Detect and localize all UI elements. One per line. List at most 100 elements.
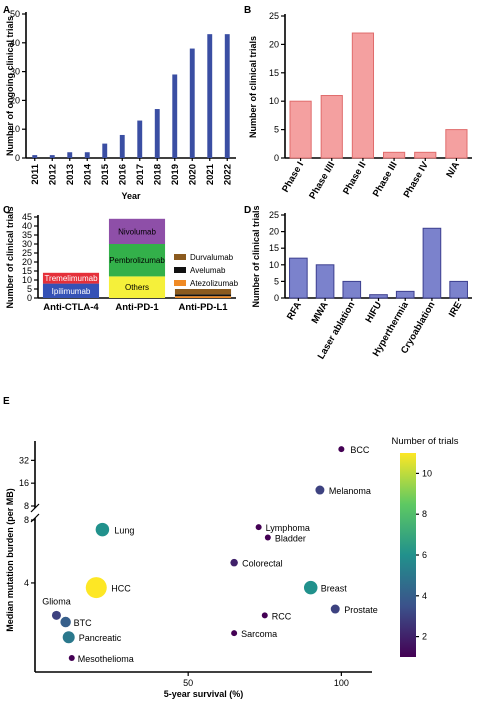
y-tick-label: 5 [274, 276, 279, 286]
x-axis-label: Year [121, 191, 141, 201]
bar [172, 74, 178, 158]
y-tick-label: 5 [27, 284, 32, 294]
x-tick-label: N/A [444, 160, 462, 180]
stack-segment-avelumab [174, 294, 232, 297]
legend-swatch [174, 254, 186, 260]
x-tick-label: IRE [447, 300, 464, 319]
y-tick-label: 35 [22, 230, 32, 240]
y-tick-label: 32 [19, 455, 29, 465]
scatter-point [230, 558, 238, 567]
x-tick-label: 2012 [47, 164, 58, 185]
colorbar-tick-label: 10 [422, 468, 432, 478]
scatter-point [261, 612, 268, 619]
x-tick-label: MWA [310, 300, 331, 326]
stack-segment-tremelimumab [42, 272, 100, 284]
x-tick-label: Phase I/II [307, 160, 337, 201]
segment-label: Others [125, 283, 149, 292]
x-tick-label: 2021 [205, 163, 216, 185]
y-tick-label: 30 [22, 239, 32, 249]
segment-label: Tremelimumab [44, 274, 98, 283]
bar [422, 227, 442, 299]
y-tick-label: 15 [22, 266, 32, 276]
x-tick-label: 2020 [187, 164, 198, 185]
y-tick-label: 4 [24, 578, 29, 588]
scatter-point [315, 485, 325, 495]
y-tick-label: 15 [269, 68, 279, 78]
y-tick-label: 10 [269, 96, 279, 106]
x-tick-label: 50 [183, 678, 193, 688]
y-axis-label: Number of clinical trials [251, 205, 261, 307]
panel-label-a: A [3, 5, 10, 16]
legend-label: Durvalumab [190, 253, 234, 262]
segment-label: Ipilimumab [52, 287, 91, 296]
y-axis-label: Number of clinical trials [248, 36, 258, 138]
y-tick-label: 20 [269, 39, 279, 49]
y-tick-label: 16 [19, 478, 29, 488]
bar [67, 152, 73, 158]
bar [137, 120, 143, 158]
stack-segment-pembrolizumab [108, 244, 166, 277]
x-tick-label: 2022 [222, 164, 233, 185]
point-label: Lung [114, 526, 134, 536]
y-tick-label: 15 [269, 243, 279, 253]
point-label: BCC [350, 445, 370, 455]
y-tick-label: 25 [22, 248, 32, 258]
y-tick-label: 25 [269, 11, 279, 21]
x-tick-label: 2015 [100, 163, 111, 185]
panel-label-b: B [244, 5, 251, 16]
x-tick-label: 2013 [65, 164, 76, 185]
segment-label: Nivolumab [118, 227, 156, 236]
x-axis-label: 5-year survival (%) [164, 689, 244, 699]
x-tick-label: RFA [285, 300, 304, 322]
y-tick-label: 8 [24, 501, 29, 511]
y-tick-label: 0 [27, 293, 32, 303]
segment-label: Pembrolizumab [109, 256, 165, 265]
point-label: Glioma [42, 596, 71, 606]
y-tick-label: 0 [274, 153, 279, 163]
bar [315, 264, 335, 299]
bar [449, 280, 468, 299]
colorbar [400, 453, 416, 657]
bar [224, 34, 230, 158]
x-tick-label: Anti-PD-L1 [178, 302, 228, 313]
y-tick-label: 10 [22, 275, 32, 285]
colorbar-tick-label: 8 [422, 509, 427, 519]
scatter-point [255, 524, 262, 531]
x-tick-label: Phase IV [402, 159, 432, 199]
bar [32, 155, 38, 158]
y-axis-label: Number of clinical trials [5, 206, 15, 308]
scatter-point [330, 604, 340, 614]
bar [351, 32, 375, 159]
scatter-point [303, 580, 318, 595]
y-tick-label: 10 [10, 124, 20, 134]
panel-label-e: E [3, 396, 10, 407]
x-tick-label: 2019 [170, 164, 181, 185]
colorbar-tick-label: 2 [422, 632, 427, 642]
point-label: Lymphoma [266, 523, 310, 533]
axis-break-mark [30, 513, 40, 523]
bar [289, 257, 308, 299]
bar [154, 109, 160, 158]
scatter-point [60, 616, 71, 628]
bar [289, 100, 312, 159]
point-label: Bladder [275, 533, 306, 543]
bar [395, 290, 415, 299]
x-tick-label: 2018 [152, 164, 163, 185]
stack-segment-others [108, 276, 166, 298]
colorbar-title: Number of trials [391, 436, 458, 447]
colorbar-tick-label: 4 [422, 591, 427, 601]
panel-label-c: C [3, 205, 10, 216]
x-tick-label: Anti-CTLA-4 [43, 302, 99, 313]
x-tick-label: Phase I [280, 160, 306, 194]
bar [382, 151, 406, 159]
x-tick-label: 2014 [82, 163, 93, 185]
point-label: Melanoma [329, 486, 371, 496]
legend-swatch [174, 267, 186, 273]
bar [49, 155, 55, 158]
y-tick-label: 40 [22, 221, 32, 231]
point-label: Colorectal [242, 559, 283, 569]
scatter-point [68, 655, 75, 662]
point-label: Sarcoma [241, 629, 277, 639]
bar [369, 294, 388, 299]
